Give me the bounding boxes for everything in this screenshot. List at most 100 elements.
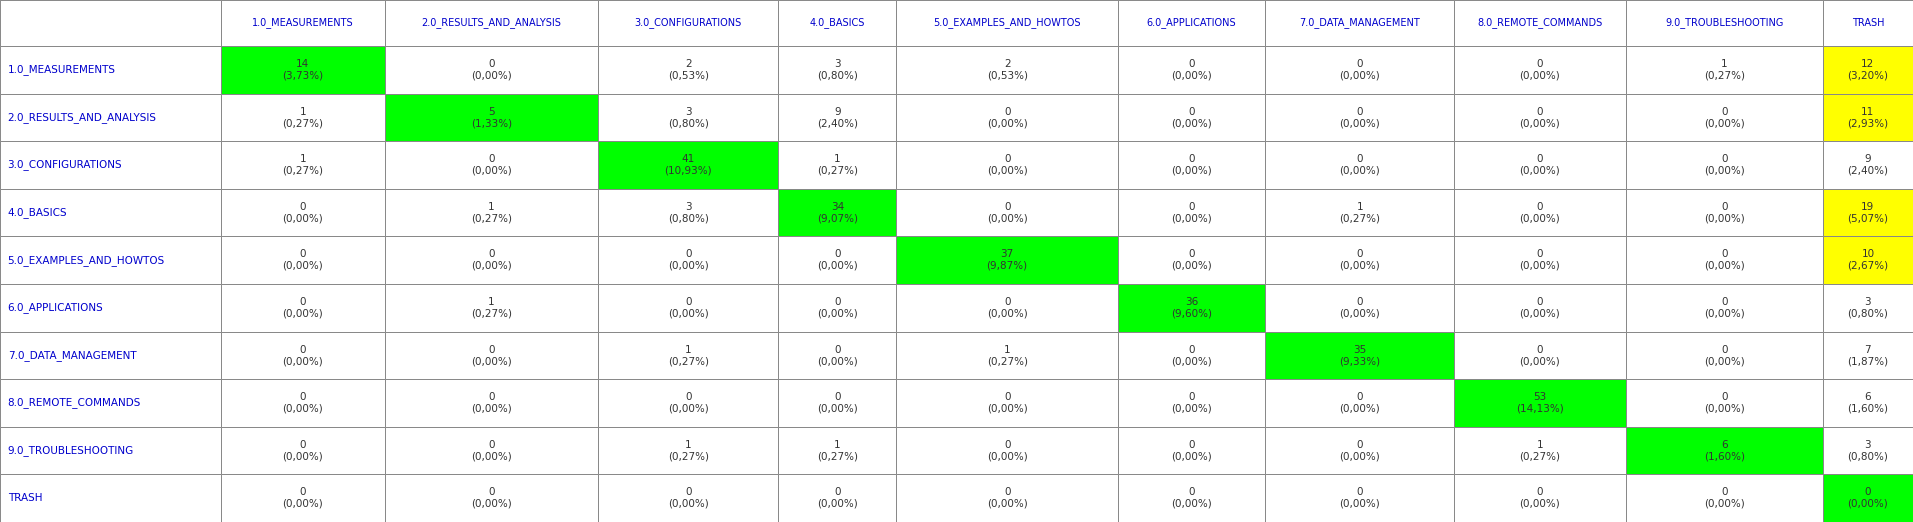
Text: 1
(0,27%): 1 (0,27%) (283, 106, 323, 128)
Bar (1454, 331, 1626, 379)
Text: 6.0_APPLICATIONS: 6.0_APPLICATIONS (8, 302, 103, 313)
Text: 0
(0,00%): 0 (0,00%) (987, 440, 1027, 461)
Bar (1823, 0, 1913, 46)
Text: 0
(0,00%): 0 (0,00%) (1171, 250, 1213, 271)
Text: 0
(0,00%): 0 (0,00%) (987, 202, 1027, 223)
Bar (1454, 0, 1626, 46)
Text: 1
(0,27%): 1 (0,27%) (283, 154, 323, 176)
Bar (1264, 474, 1454, 522)
Bar (779, 331, 897, 379)
Text: 0
(0,00%): 0 (0,00%) (817, 297, 857, 318)
Text: 0
(0,00%): 0 (0,00%) (1704, 202, 1745, 223)
Text: 9
(2,40%): 9 (2,40%) (1848, 154, 1888, 176)
Bar (599, 46, 779, 93)
Text: 0
(0,00%): 0 (0,00%) (1704, 392, 1745, 414)
Bar (599, 93, 779, 141)
Text: 0
(0,00%): 0 (0,00%) (987, 392, 1027, 414)
Text: 1
(0,27%): 1 (0,27%) (471, 202, 513, 223)
Text: 37
(9,87%): 37 (9,87%) (987, 250, 1027, 271)
Text: 0
(0,00%): 0 (0,00%) (668, 488, 708, 509)
Bar (1117, 236, 1264, 284)
Bar (1823, 46, 1913, 93)
Text: 0
(0,00%): 0 (0,00%) (1519, 488, 1561, 509)
Text: 0
(0,00%): 0 (0,00%) (1339, 297, 1379, 318)
Text: 0
(0,00%): 0 (0,00%) (1339, 392, 1379, 414)
Bar (385, 284, 599, 331)
Bar (1626, 427, 1823, 474)
Text: 7.0_DATA_MANAGEMENT: 7.0_DATA_MANAGEMENT (1299, 18, 1419, 28)
Bar (1626, 474, 1823, 522)
Bar (222, 379, 385, 427)
Bar (1454, 379, 1626, 427)
Bar (1454, 284, 1626, 331)
Bar (1264, 427, 1454, 474)
Bar (0, 0, 222, 46)
Bar (1264, 189, 1454, 236)
Text: 2.0_RESULTS_AND_ANALYSIS: 2.0_RESULTS_AND_ANALYSIS (8, 112, 157, 123)
Text: 0
(0,00%): 0 (0,00%) (283, 392, 323, 414)
Text: 0
(0,00%): 0 (0,00%) (283, 202, 323, 223)
Bar (0, 189, 222, 236)
Bar (1117, 379, 1264, 427)
Bar (779, 93, 897, 141)
Text: 9.0_TROUBLESHOOTING: 9.0_TROUBLESHOOTING (8, 445, 134, 456)
Text: 0
(0,00%): 0 (0,00%) (471, 59, 513, 80)
Bar (599, 427, 779, 474)
Text: 0
(0,00%): 0 (0,00%) (1339, 106, 1379, 128)
Text: 0
(0,00%): 0 (0,00%) (1339, 59, 1379, 80)
Text: 3.0_CONFIGURATIONS: 3.0_CONFIGURATIONS (635, 18, 742, 28)
Bar (1626, 141, 1823, 189)
Text: 0
(0,00%): 0 (0,00%) (1519, 250, 1561, 271)
Text: 1
(0,27%): 1 (0,27%) (668, 440, 708, 461)
Bar (897, 236, 1117, 284)
Text: 6.0_APPLICATIONS: 6.0_APPLICATIONS (1146, 18, 1236, 28)
Bar (385, 141, 599, 189)
Bar (1823, 236, 1913, 284)
Bar (779, 236, 897, 284)
Text: 41
(10,93%): 41 (10,93%) (664, 154, 712, 176)
Bar (779, 189, 897, 236)
Text: 1.0_MEASUREMENTS: 1.0_MEASUREMENTS (8, 64, 115, 75)
Bar (779, 427, 897, 474)
Text: 0
(0,00%): 0 (0,00%) (1704, 250, 1745, 271)
Bar (599, 0, 779, 46)
Text: 0
(0,00%): 0 (0,00%) (1519, 345, 1561, 366)
Bar (599, 474, 779, 522)
Bar (0, 141, 222, 189)
Bar (1454, 236, 1626, 284)
Bar (897, 379, 1117, 427)
Text: 2
(0,53%): 2 (0,53%) (987, 59, 1027, 80)
Bar (222, 331, 385, 379)
Text: 2.0_RESULTS_AND_ANALYSIS: 2.0_RESULTS_AND_ANALYSIS (421, 18, 561, 28)
Bar (1117, 189, 1264, 236)
Bar (385, 474, 599, 522)
Bar (1264, 379, 1454, 427)
Text: 0
(0,00%): 0 (0,00%) (1519, 106, 1561, 128)
Bar (1117, 331, 1264, 379)
Bar (0, 236, 222, 284)
Text: 0
(0,00%): 0 (0,00%) (1519, 59, 1561, 80)
Text: 1
(0,27%): 1 (0,27%) (817, 154, 857, 176)
Text: 0
(0,00%): 0 (0,00%) (987, 488, 1027, 509)
Bar (1823, 427, 1913, 474)
Text: 7.0_DATA_MANAGEMENT: 7.0_DATA_MANAGEMENT (8, 350, 136, 361)
Text: 0
(0,00%): 0 (0,00%) (668, 392, 708, 414)
Bar (897, 331, 1117, 379)
Bar (385, 331, 599, 379)
Text: 0
(0,00%): 0 (0,00%) (1519, 202, 1561, 223)
Bar (385, 46, 599, 93)
Bar (0, 379, 222, 427)
Bar (1454, 93, 1626, 141)
Bar (0, 284, 222, 331)
Bar (0, 93, 222, 141)
Bar (1264, 331, 1454, 379)
Bar (222, 189, 385, 236)
Text: 1
(0,27%): 1 (0,27%) (471, 297, 513, 318)
Text: 12
(3,20%): 12 (3,20%) (1848, 59, 1888, 80)
Bar (222, 46, 385, 93)
Bar (1454, 141, 1626, 189)
Text: 4.0_BASICS: 4.0_BASICS (809, 18, 865, 28)
Bar (1117, 474, 1264, 522)
Text: 8.0_REMOTE_COMMANDS: 8.0_REMOTE_COMMANDS (8, 398, 142, 408)
Text: 6
(1,60%): 6 (1,60%) (1848, 392, 1888, 414)
